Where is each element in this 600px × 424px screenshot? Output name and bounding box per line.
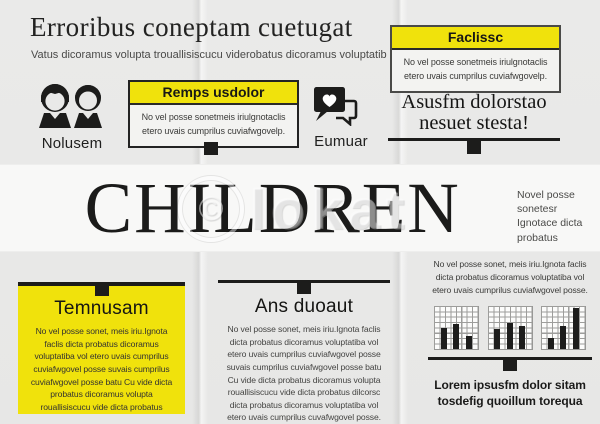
article-temnusam-body: No vel posse sonet, meis iriu.Ignota fac… <box>30 326 173 412</box>
article-ans-duoaut-title: Ans duoaut <box>254 296 354 317</box>
people-icon-label: Nolusem <box>41 135 103 152</box>
col2-rule <box>218 280 390 294</box>
chat-heart-icon <box>314 87 358 127</box>
teaser-hanger-tab <box>467 140 481 154</box>
col3-hanger-tab <box>503 359 517 371</box>
charts-intro: No vel posse sonet, meis iriu.Ignota fac… <box>432 259 588 295</box>
page-subtitle: Vatus dicoramus volupta trouallisiscucu … <box>31 49 387 61</box>
bar-chart-3 <box>541 305 586 350</box>
remps-callout: Remps usdolor No vel posse sonetmeis iri… <box>128 80 299 148</box>
bar-charts-row <box>428 305 592 350</box>
masthead: Erroribus coneptam cuetugat Vatus dicora… <box>30 12 450 61</box>
col1-hanger-tab <box>94 286 109 296</box>
chat-block: Eumuar <box>310 86 372 150</box>
remps-callout-title: Remps usdolor <box>130 82 297 105</box>
faclissc-callout-title: Faclissc <box>392 27 559 50</box>
article-temnusam-title: Temnusam <box>54 298 149 319</box>
charts-caption-line-2: tosdefig quoillum torequa <box>437 393 583 408</box>
banner-word: CHILDREN <box>84 168 461 248</box>
col3-rule <box>428 356 592 371</box>
people-icon <box>39 84 102 128</box>
charts-column: No vel posse sonet, meis iriu.Ignota fac… <box>428 258 592 409</box>
teaser-headline: Asusfm dolorstao nesuet stesta! <box>388 91 560 154</box>
page-title: Erroribus coneptam cuetugat <box>30 12 353 42</box>
people-block: Nolusem <box>36 84 108 152</box>
teaser-line-2: nesuet stesta! <box>419 112 529 135</box>
teaser-rule <box>388 138 560 154</box>
faclissc-callout-body: No vel posse sonetmeis iriulgnotaclis et… <box>403 57 548 81</box>
article-ans-duoaut-body: No vel posse sonet, meis iriu.Ignota fac… <box>226 324 382 423</box>
col2-hanger-tab <box>297 283 311 294</box>
banner-band: CHILDREN Novel posse sonetesr Ignotace d… <box>0 164 600 252</box>
bar-chart-1 <box>434 305 479 350</box>
banner-side-note: Novel posse sonetesr Ignotace dicta prob… <box>517 189 583 244</box>
article-ans-duoaut: Ans duoaut No vel posse sonet, meis iriu… <box>218 280 390 424</box>
bar-chart-2 <box>487 305 533 350</box>
charts-caption: Lorem ipsusfm dolor sitam tosdefig quoil… <box>428 377 592 409</box>
chat-icon-label: Eumuar <box>314 133 368 150</box>
remps-callout-body: No vel posse sonetmeis iriulgnotaclis et… <box>141 112 286 136</box>
article-temnusam: Temnusam No vel posse sonet, meis iriu.I… <box>18 282 185 414</box>
teaser-line-1: Asusfm dolorstao <box>401 91 547 113</box>
charts-caption-line-1: Lorem ipsusfm dolor sitam <box>434 377 586 392</box>
faclissc-callout: Faclissc No vel posse sonetmeis iriulgno… <box>390 25 561 93</box>
remps-hanger-tab <box>204 142 218 155</box>
